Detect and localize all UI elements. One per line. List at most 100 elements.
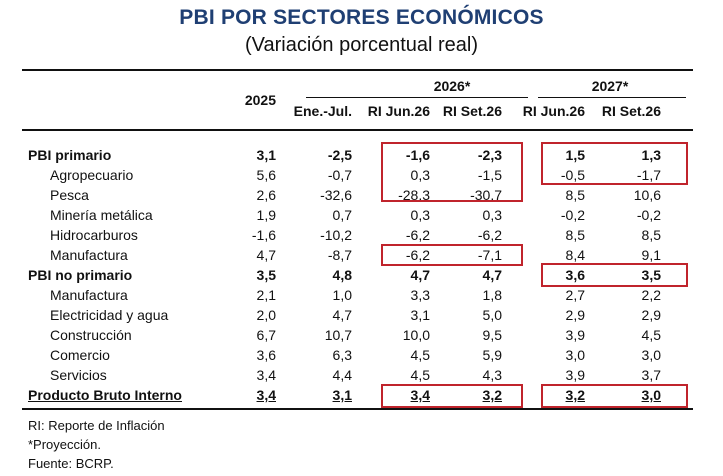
table-cell: 3,9 (565, 327, 585, 343)
table-cell: 3,1 (256, 147, 276, 163)
table-cell: 4,5 (410, 367, 430, 383)
note-fuente: Fuente: BCRP. (28, 456, 114, 471)
table-cell: 3,0 (641, 387, 661, 403)
row-label: Manufactura (50, 247, 128, 263)
highlight-box-2026-pbi (381, 384, 523, 408)
table-cell: 3,2 (565, 387, 585, 403)
table-cell: 9,1 (641, 247, 661, 263)
table-cell: 4,7 (482, 267, 502, 283)
table-cell: 0,3 (410, 167, 430, 183)
column-header: Ene.-Jul. (293, 103, 352, 119)
row-label: Servicios (50, 367, 107, 383)
table-cell: 9,5 (482, 327, 502, 343)
column-header: RI Set.26 (601, 103, 661, 119)
table-cell: 6,3 (332, 347, 352, 363)
top-rule (22, 69, 693, 71)
table-cell: -2,3 (477, 147, 502, 163)
note-ri: RI: Reporte de Inflación (28, 418, 165, 433)
row-label: Comercio (50, 347, 110, 363)
row-label: Agropecuario (50, 167, 134, 183)
table-cell: 8,5 (641, 227, 661, 243)
column-header: RI Jun.26 (367, 103, 430, 119)
table-cell: -0,5 (560, 167, 585, 183)
table-cell: -32,6 (320, 187, 352, 203)
group-rule-2027 (538, 97, 686, 98)
row-label: Minería metálica (50, 207, 153, 223)
table-cell: -6,2 (405, 227, 430, 243)
table-cell: 8,5 (565, 187, 585, 203)
table-cell: 10,7 (324, 327, 352, 343)
table-cell: 0,3 (482, 207, 502, 223)
group-header-2026: 2026* (433, 78, 471, 94)
table-cell: -1,6 (405, 147, 430, 163)
table-cell: 2,7 (565, 287, 585, 303)
table-cell: 0,7 (332, 207, 352, 223)
highlight-box-2027-primario (541, 142, 688, 185)
table-title: PBI POR SECTORES ECONÓMICOS (179, 6, 544, 29)
table-cell: 3,0 (641, 347, 661, 363)
table-cell: 5,6 (256, 167, 276, 183)
table-cell: 5,9 (482, 347, 502, 363)
table-cell: -8,7 (327, 247, 352, 263)
table-cell: 8,4 (565, 247, 585, 263)
table-cell: 3,6 (256, 347, 276, 363)
bottom-rule (22, 408, 693, 410)
table-cell: 1,3 (641, 147, 661, 163)
table-cell: -0,7 (327, 167, 352, 183)
table-cell: 3,4 (256, 387, 276, 403)
highlight-box-2026-primario (381, 142, 523, 202)
row-label: Manufactura (50, 287, 128, 303)
table-cell: 2,1 (256, 287, 276, 303)
table-cell: -7,1 (477, 247, 502, 263)
row-label: Producto Bruto Interno (28, 387, 182, 403)
table-cell: 0,3 (410, 207, 430, 223)
table-cell: 1,0 (332, 287, 352, 303)
table-cell: -6,2 (477, 227, 502, 243)
table-cell: 3,6 (565, 267, 585, 283)
column-header: 2025 (244, 92, 276, 108)
row-label: PBI primario (28, 147, 112, 163)
highlight-box-2027-noprimario (541, 263, 688, 287)
table-cell: -0,2 (560, 207, 585, 223)
table-subtitle: (Variación porcentual real) (244, 34, 479, 56)
table-cell: 5,0 (482, 307, 502, 323)
table-cell: -28,3 (398, 187, 430, 203)
table-cell: 3,9 (565, 367, 585, 383)
table-cell: 10,6 (633, 187, 661, 203)
row-label: Pesca (50, 187, 89, 203)
column-header: RI Set.26 (442, 103, 502, 119)
table-cell: -1,7 (636, 167, 661, 183)
group-rule-2026 (306, 97, 528, 98)
table-cell: 1,5 (565, 147, 585, 163)
table-cell: 4,4 (332, 367, 352, 383)
row-label: PBI no primario (28, 267, 133, 283)
table-cell: 4,5 (641, 327, 661, 343)
table-cell: 4,5 (410, 347, 430, 363)
table-cell: -1,6 (251, 227, 276, 243)
table-cell: 4,8 (332, 267, 352, 283)
column-header: RI Jun.26 (522, 103, 585, 119)
table-cell: 2,9 (641, 307, 661, 323)
table-cell: 1,8 (482, 287, 502, 303)
highlight-box-2027-pbi (541, 384, 688, 408)
note-proyeccion: *Proyección. (28, 437, 101, 452)
table-cell: -30,7 (470, 187, 502, 203)
table-cell: -2,5 (327, 147, 352, 163)
table-cell: 3,1 (332, 387, 352, 403)
table-cell: 3,5 (256, 267, 276, 283)
table-cell: 3,2 (482, 387, 502, 403)
table-cell: 3,0 (565, 347, 585, 363)
table-cell: 3,4 (256, 367, 276, 383)
table-cell: 4,7 (410, 267, 430, 283)
table-cell: -6,2 (405, 247, 430, 263)
table-cell: -1,5 (477, 167, 502, 183)
table-cell: 2,9 (565, 307, 585, 323)
row-label: Construcción (50, 327, 132, 343)
table-cell: 3,1 (410, 307, 430, 323)
group-header-2027: 2027* (591, 78, 629, 94)
table-cell: 3,3 (410, 287, 430, 303)
table-cell: 3,5 (641, 267, 661, 283)
table-cell: 8,5 (565, 227, 585, 243)
row-label: Hidrocarburos (50, 227, 138, 243)
table-cell: -10,2 (320, 227, 352, 243)
